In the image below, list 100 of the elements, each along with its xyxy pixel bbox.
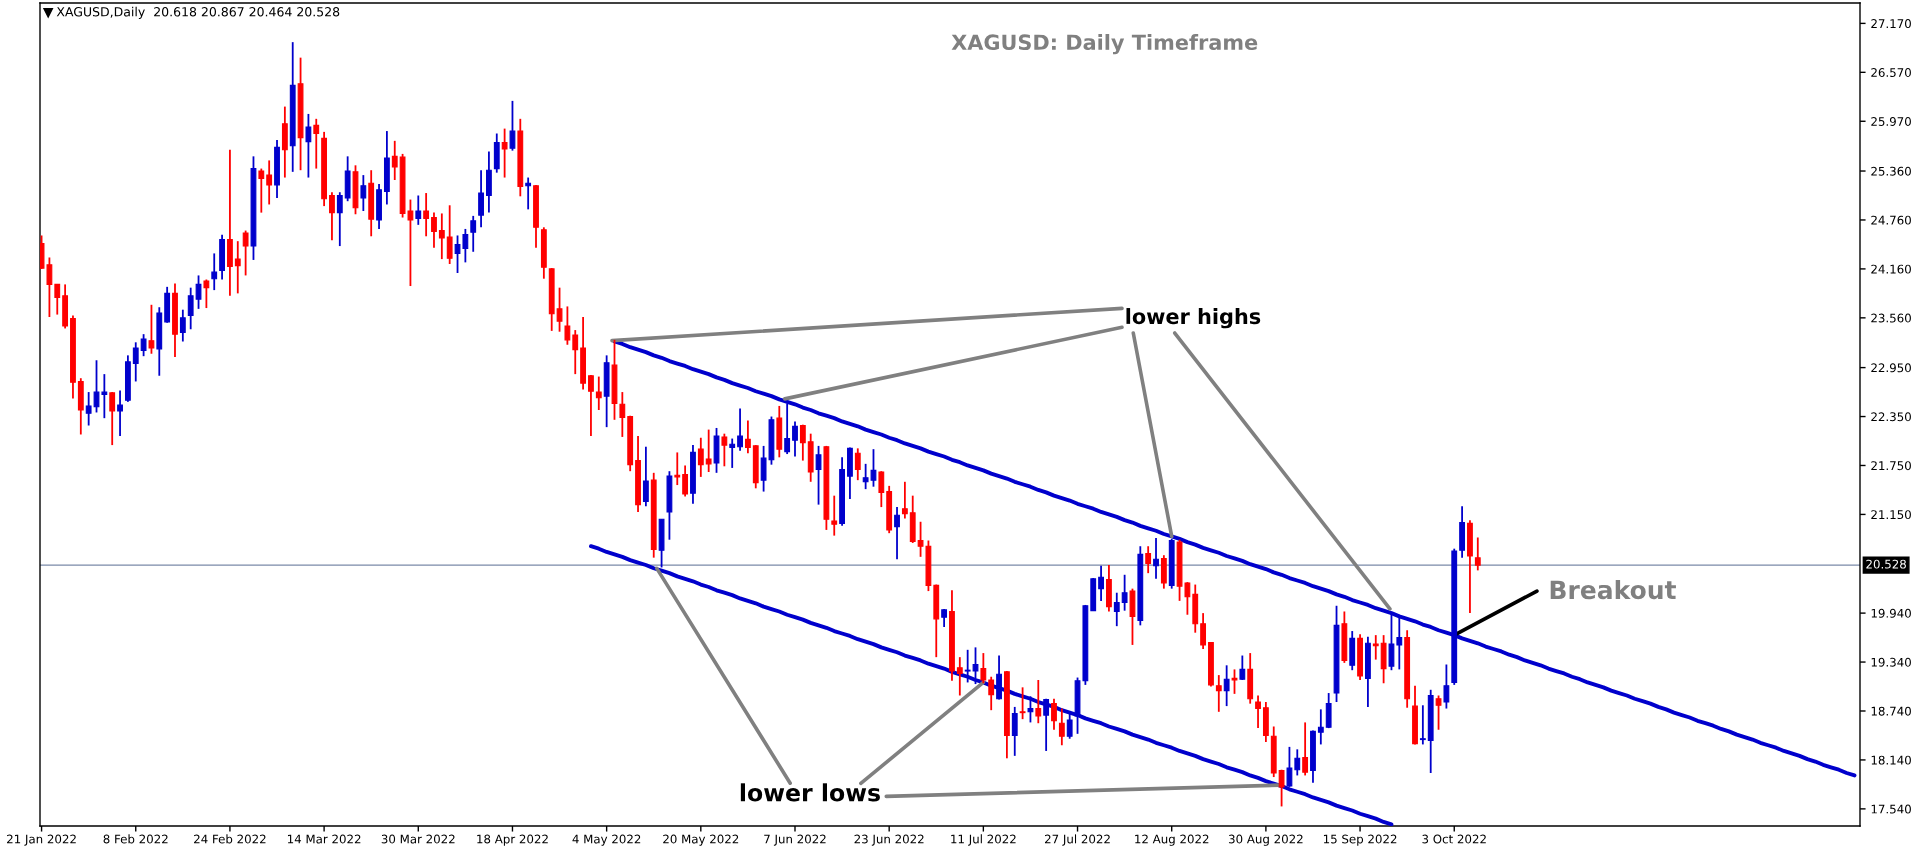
candlestick bbox=[642, 445, 649, 508]
annotation: lower lows bbox=[740, 783, 880, 802]
candlestick bbox=[1388, 612, 1395, 672]
candlestick bbox=[1239, 654, 1246, 681]
candlestick bbox=[1019, 686, 1026, 721]
candlestick bbox=[972, 646, 979, 685]
y-tick-label: 25.360 bbox=[1871, 166, 1911, 176]
candlestick bbox=[619, 391, 626, 438]
x-tick-label: 12 Aug 2022 bbox=[1135, 834, 1209, 846]
candlestick bbox=[329, 191, 335, 242]
candlestick bbox=[1051, 697, 1057, 731]
line-series bbox=[612, 339, 1857, 778]
y-tick-label: 25.970 bbox=[1871, 116, 1911, 126]
candlestick bbox=[737, 407, 743, 452]
candlestick bbox=[572, 329, 579, 376]
candlestick bbox=[1200, 612, 1207, 650]
candlestick bbox=[854, 447, 861, 482]
candlestick bbox=[1419, 704, 1426, 746]
candlestick bbox=[431, 211, 437, 249]
annotation: Breakout bbox=[1550, 579, 1676, 600]
candlestick bbox=[266, 159, 273, 206]
candlestick bbox=[556, 286, 563, 333]
candlestick bbox=[1098, 564, 1104, 602]
line-series bbox=[588, 544, 1394, 826]
candlestick bbox=[784, 402, 791, 455]
candlestick bbox=[674, 451, 681, 486]
candlestick bbox=[148, 303, 155, 355]
candlestick bbox=[1011, 706, 1018, 757]
y-tick-label: 24.160 bbox=[1871, 264, 1911, 274]
x-tick-label: 15 Sep 2022 bbox=[1323, 834, 1397, 846]
y-tick-label: 19.340 bbox=[1871, 657, 1911, 667]
candlestick bbox=[132, 341, 139, 383]
ref-line-label: 20.528 bbox=[1866, 559, 1906, 569]
candlestick bbox=[1325, 692, 1332, 730]
x-tick-label: 21 Jan 2022 bbox=[7, 834, 76, 846]
x-tick-label: 24 Feb 2022 bbox=[194, 834, 266, 844]
candlestick bbox=[1255, 694, 1261, 730]
candlestick bbox=[1286, 745, 1293, 788]
candlestick bbox=[1153, 537, 1159, 580]
candlestick bbox=[1215, 674, 1222, 713]
candlestick bbox=[438, 212, 445, 261]
candlestick bbox=[815, 444, 822, 506]
candlestick bbox=[729, 437, 736, 469]
candlestick bbox=[988, 675, 995, 712]
candlestick bbox=[109, 391, 116, 446]
candlestick bbox=[258, 167, 265, 214]
candlestick bbox=[525, 176, 532, 211]
candlestick bbox=[179, 308, 186, 343]
candlestick bbox=[1443, 663, 1450, 710]
candlestick bbox=[1121, 573, 1128, 612]
candlestick bbox=[423, 192, 430, 238]
candlestick bbox=[195, 274, 202, 310]
candlestick bbox=[1066, 712, 1073, 740]
candlestick bbox=[117, 389, 123, 438]
candlestick bbox=[901, 480, 908, 520]
candlestick bbox=[1231, 668, 1238, 695]
y-tick-label: 26.570 bbox=[1871, 68, 1911, 77]
candlestick bbox=[1317, 708, 1324, 746]
y-tick-label: 18.740 bbox=[1871, 706, 1911, 716]
candlestick bbox=[1027, 695, 1034, 724]
x-tick-label: 18 Apr 2022 bbox=[477, 834, 548, 846]
candlestick bbox=[744, 419, 751, 455]
x-tick-label: 23 Jun 2022 bbox=[854, 834, 924, 846]
candlestick bbox=[478, 169, 484, 229]
annotation: XAGUSD,Daily 20.618 20.867 20.464 20.528 bbox=[56, 6, 340, 19]
candlestick bbox=[391, 139, 398, 181]
text: XAGUSD: Daily Timeframe bbox=[951, 33, 1258, 55]
x-tick-label: 11 Jul 2022 bbox=[951, 834, 1016, 846]
candlestick bbox=[792, 420, 798, 458]
candlestick bbox=[85, 391, 92, 427]
candlestick bbox=[1474, 536, 1481, 572]
candlestick bbox=[1113, 591, 1120, 628]
candlestick bbox=[799, 423, 806, 462]
y-tick-label: 23.560 bbox=[1871, 313, 1911, 323]
candlestick bbox=[1396, 617, 1403, 671]
y-tick-label: 24.760 bbox=[1871, 215, 1911, 225]
candlestick bbox=[1223, 664, 1230, 708]
y-tick-label: 21.750 bbox=[1871, 461, 1911, 471]
y-tick-label: 27.170 bbox=[1871, 19, 1911, 29]
candlestick bbox=[894, 506, 900, 561]
candlestick bbox=[234, 240, 241, 295]
candlestick bbox=[470, 214, 477, 253]
x-tick-label: 14 Mar 2022 bbox=[287, 834, 361, 844]
y-tick-label: 19.940 bbox=[1871, 608, 1911, 618]
candlestick bbox=[211, 252, 218, 292]
candlestick bbox=[140, 333, 147, 358]
candlestick bbox=[1294, 748, 1301, 777]
candlestick bbox=[242, 229, 249, 277]
candlestick bbox=[697, 436, 704, 478]
candlestick bbox=[501, 127, 508, 179]
candlestick bbox=[313, 117, 320, 170]
candlestick bbox=[509, 99, 516, 152]
candlestick bbox=[1435, 694, 1442, 731]
candlestick bbox=[564, 305, 571, 346]
candlestick bbox=[1372, 634, 1379, 661]
candlestick bbox=[446, 204, 453, 265]
candlestick bbox=[980, 652, 987, 685]
y-tick-label: 21.150 bbox=[1871, 510, 1911, 520]
y-tick-label: 22.350 bbox=[1871, 412, 1911, 422]
x-tick-label: 8 Feb 2022 bbox=[103, 834, 168, 844]
